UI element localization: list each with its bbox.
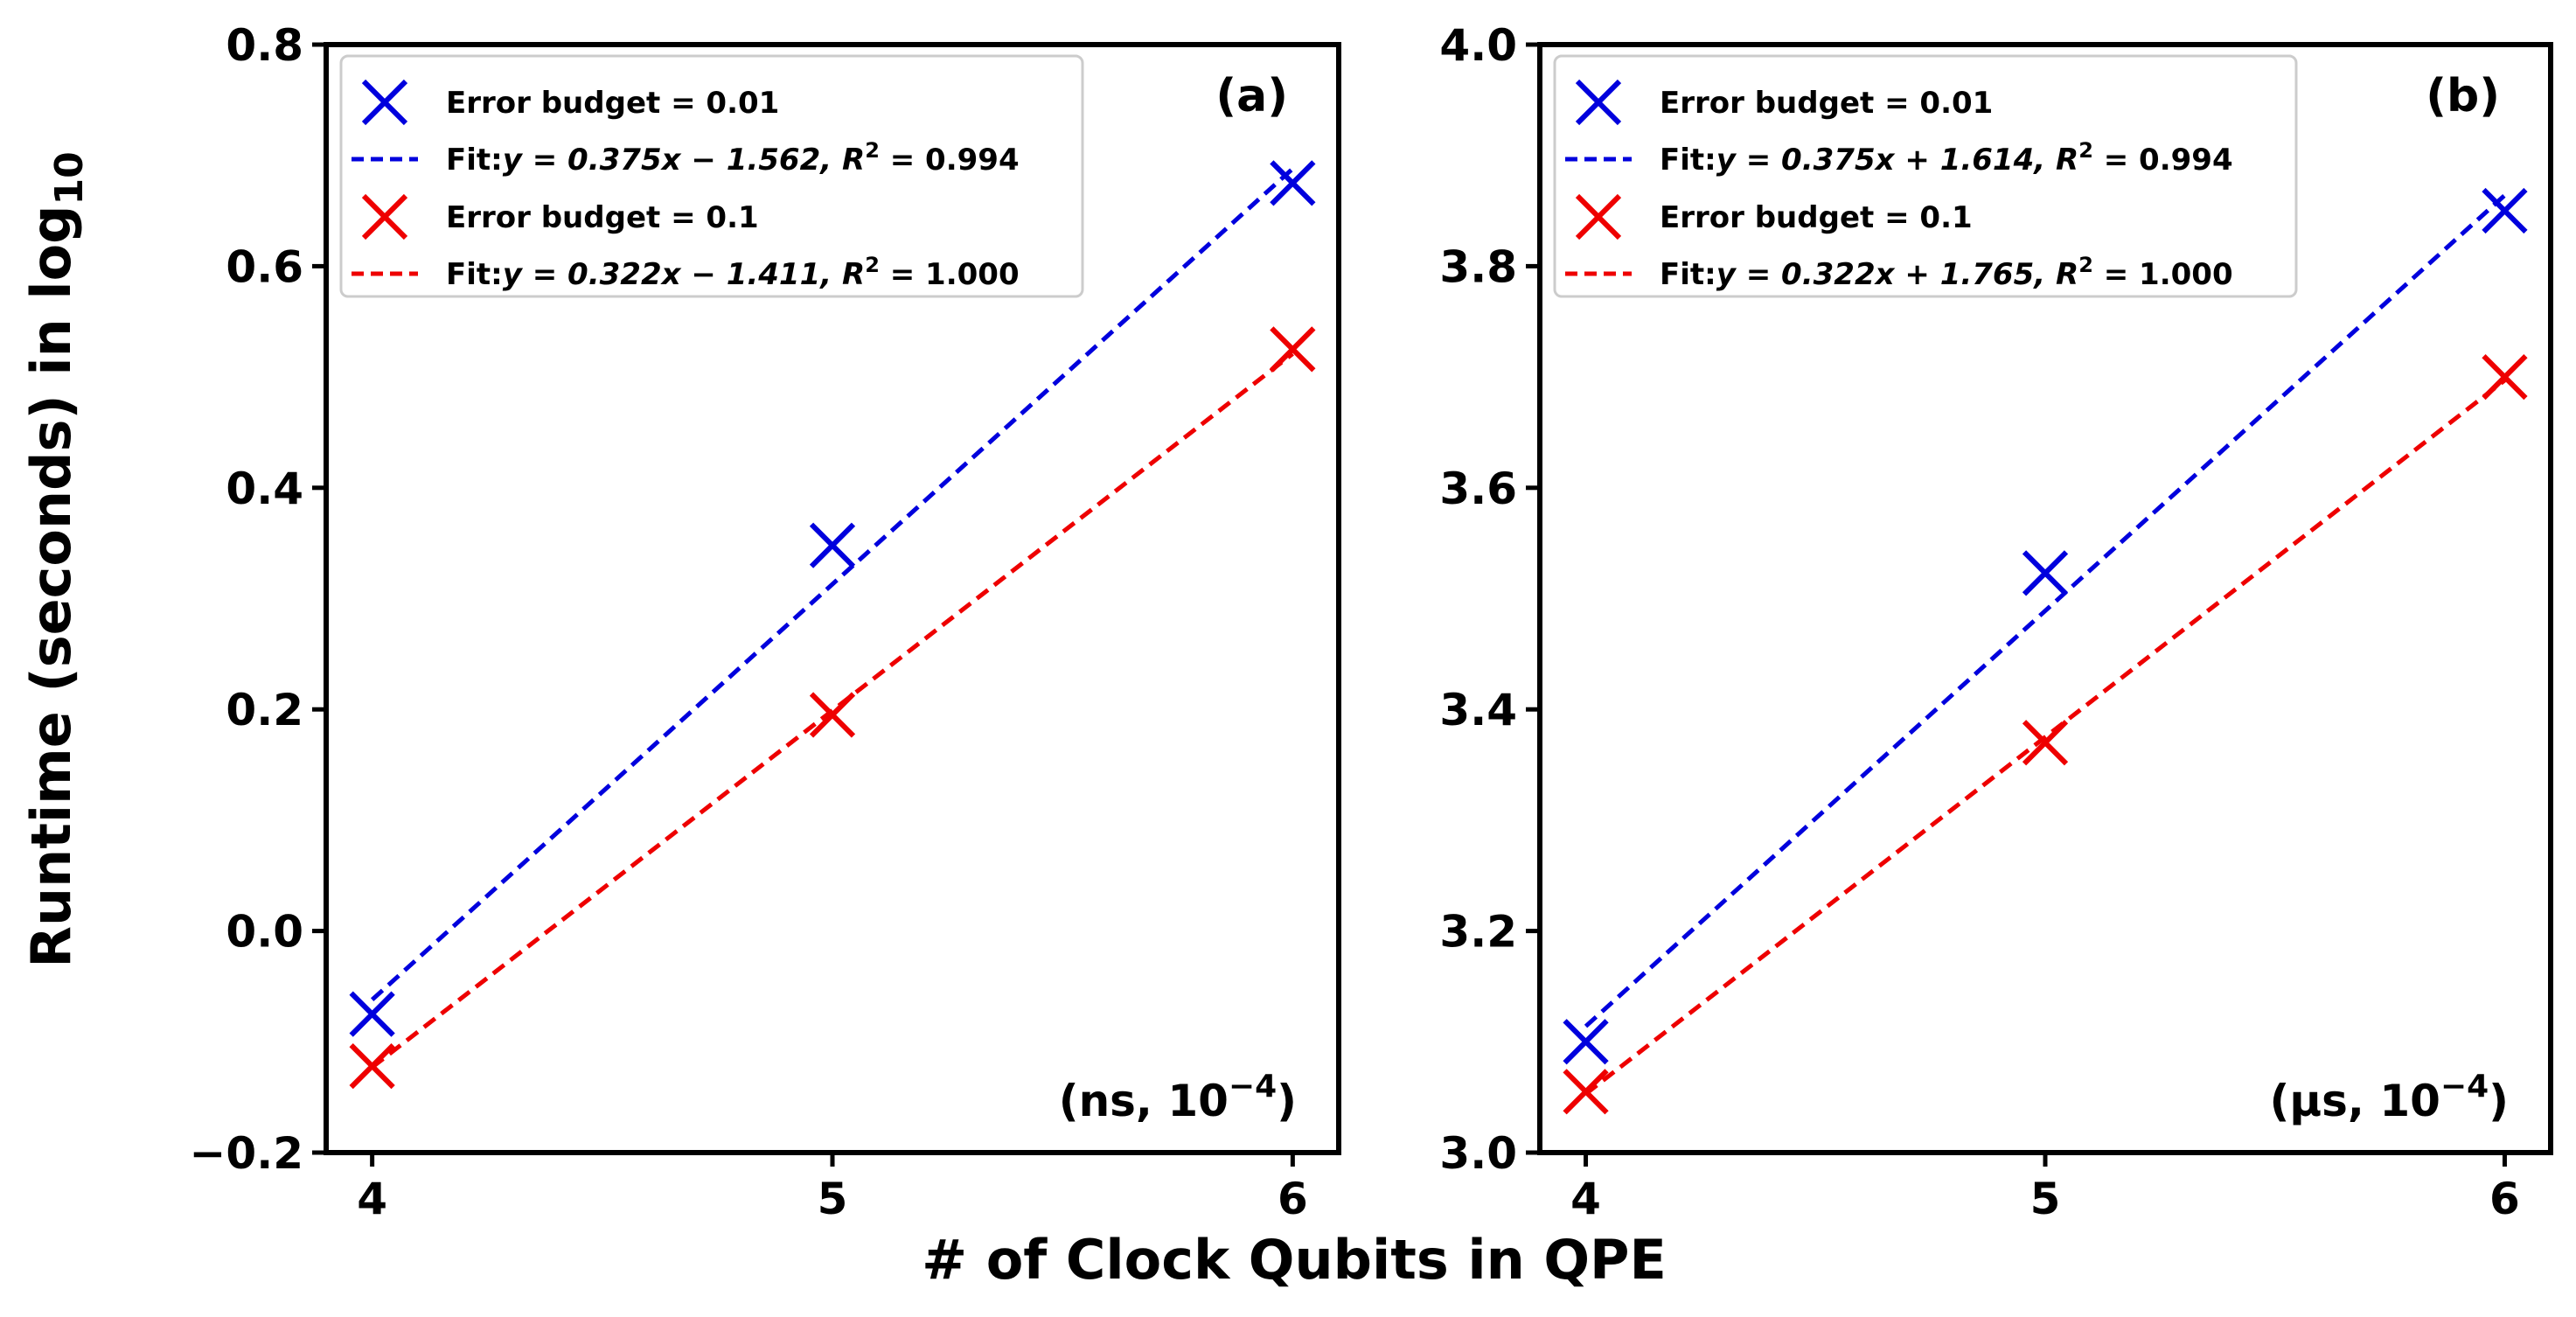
legend-fit-r2exp-a-2: 2 (865, 253, 880, 277)
legend-fit-eq-b-1: y = 0.375x + 1.614, R (1716, 143, 2078, 178)
panel-note-b: (μs, 10−4) (2270, 1069, 2509, 1126)
legend-box-b (1553, 54, 2298, 298)
legend-fit-eq-a-2: y = 0.322x − 1.411, R (503, 257, 865, 292)
legend-fit-prefix-a-1: Fit: (446, 143, 503, 178)
data-point-b-s2-1 (1563, 1069, 1609, 1115)
y-axis-label-subscript: 10 (47, 151, 92, 205)
legend-entry-a-2: Error budget = 0.1 (446, 200, 759, 235)
panel-note-close-a: ) (1277, 1076, 1297, 1126)
legend-fit-r2val-a-1: = 0.994 (880, 143, 1020, 178)
y-tick-label-b-4: 3.8 (1439, 241, 1517, 292)
panel-label-b: (b) (2426, 70, 2500, 122)
y-tick-label-b-1: 3.2 (1439, 907, 1517, 958)
data-point-a-s2-2 (809, 692, 856, 738)
panel-note-main-a: (ns, 10 (1059, 1076, 1229, 1126)
legend-fit-r2exp-b-1: 2 (2078, 138, 2093, 163)
panel-note-close-b: ) (2489, 1076, 2509, 1126)
fit-line-a-series-2 (371, 352, 1294, 1070)
legend-marker-b-2 (1575, 193, 1622, 240)
y-tick-label-b-3: 3.6 (1439, 463, 1517, 514)
panel-note-a: (ns, 10−4) (1059, 1069, 1297, 1126)
panel-note-exponent-a: −4 (1229, 1069, 1277, 1104)
panel-note-exponent-b: −4 (2440, 1069, 2489, 1104)
x-tick-label-a-0: 4 (357, 1174, 387, 1224)
fit-line-b-series-1 (1584, 193, 2507, 1028)
legend-fit-entry-b-1: Fit:y = 0.375x + 1.614, R2 = 0.994 (1660, 138, 2233, 178)
data-point-a-s2-1 (349, 1043, 395, 1090)
y-tick-label-a-3: 0.4 (226, 463, 303, 514)
y-tick-label-a-2: 0.2 (226, 685, 303, 735)
y-tick-label-a-5: 0.8 (226, 20, 303, 71)
legend-fit-prefix-b-1: Fit: (1660, 143, 1716, 178)
legend-fit-r2val-a-2: = 1.000 (880, 257, 1020, 292)
y-axis-label: Runtime (seconds) in log10 (19, 151, 92, 968)
legend-fit-r2exp-b-2: 2 (2078, 253, 2093, 277)
chart-panel-a: −0.2 0.0 0.2 0.4 0.6 0.8 4 5 6 (a) (ns, 10−4) Error… (190, 20, 1341, 1224)
legend-fit-prefix-a-2: Fit: (446, 257, 503, 292)
y-tick-label-b-5: 4.0 (1439, 20, 1517, 71)
legend-box-a (339, 54, 1084, 298)
fit-line-a-series-1 (370, 167, 1295, 1002)
legend-marker-b-1 (1575, 79, 1622, 126)
legend-fit-r2exp-a-1: 2 (865, 138, 880, 163)
data-point-b-s1-2 (2022, 550, 2069, 596)
legend-fit-entry-a-1: Fit:y = 0.375x − 1.562, R2 = 0.994 (446, 138, 1020, 178)
data-point-a-s1-2 (809, 522, 856, 568)
y-tick-label-a-1: 0.0 (226, 907, 303, 958)
legend-marker-a-1 (361, 79, 408, 126)
fit-line-b-series-2 (1584, 378, 2506, 1096)
x-tick-label-b-1: 5 (2030, 1174, 2061, 1224)
y-axis-label-main: Runtime (seconds) in log (19, 205, 83, 967)
panel-note-main-b: (μs, 10 (2270, 1076, 2440, 1126)
panel-label-a: (a) (1215, 70, 1288, 122)
legend-fit-eq-b-2: y = 0.322x + 1.765, R (1716, 257, 2078, 292)
legend-marker-a-2 (361, 193, 408, 240)
x-tick-label-a-2: 6 (1278, 1174, 1308, 1224)
data-point-b-s2-2 (2022, 720, 2069, 766)
data-point-a-s1-1 (349, 991, 395, 1037)
legend-fit-r2val-b-2: = 1.000 (2093, 257, 2233, 292)
data-point-b-s1-1 (1563, 1019, 1609, 1065)
y-tick-label-b-2: 3.4 (1439, 685, 1517, 735)
y-tick-label-b-0: 3.0 (1439, 1128, 1517, 1179)
legend-fit-r2val-b-1: = 0.994 (2093, 143, 2233, 178)
legend-fit-entry-a-2: Fit:y = 0.322x − 1.411, R2 = 1.000 (446, 253, 1020, 292)
data-point-a-s2-3 (1270, 326, 1316, 373)
x-tick-label-b-2: 6 (2489, 1174, 2520, 1224)
legend-fit-entry-b-2: Fit:y = 0.322x + 1.765, R2 = 1.000 (1660, 253, 2233, 292)
x-tick-label-b-0: 4 (1570, 1174, 1601, 1224)
legend-entry-a-1: Error budget = 0.01 (446, 86, 779, 121)
x-tick-label-a-1: 5 (818, 1174, 848, 1224)
data-point-b-s2-3 (2482, 353, 2528, 401)
y-tick-label-a-4: 0.6 (226, 241, 303, 292)
chart-panel-b: 3.0 3.2 3.4 3.6 3.8 4.0 4 5 6 (b) (μs, 10−4) Error … (1439, 20, 2553, 1224)
data-point-b-s1-3 (2482, 187, 2528, 234)
legend-fit-prefix-b-2: Fit: (1660, 257, 1716, 292)
legend-fit-eq-a-1: y = 0.375x − 1.562, R (503, 143, 865, 178)
y-tick-label-a-0: −0.2 (190, 1128, 303, 1179)
data-point-a-s1-3 (1270, 160, 1316, 206)
legend-entry-b-1: Error budget = 0.01 (1660, 86, 1993, 121)
x-axis-label: # of Clock Qubits in QPE (922, 1228, 1667, 1292)
legend-entry-b-2: Error budget = 0.1 (1660, 200, 1973, 235)
